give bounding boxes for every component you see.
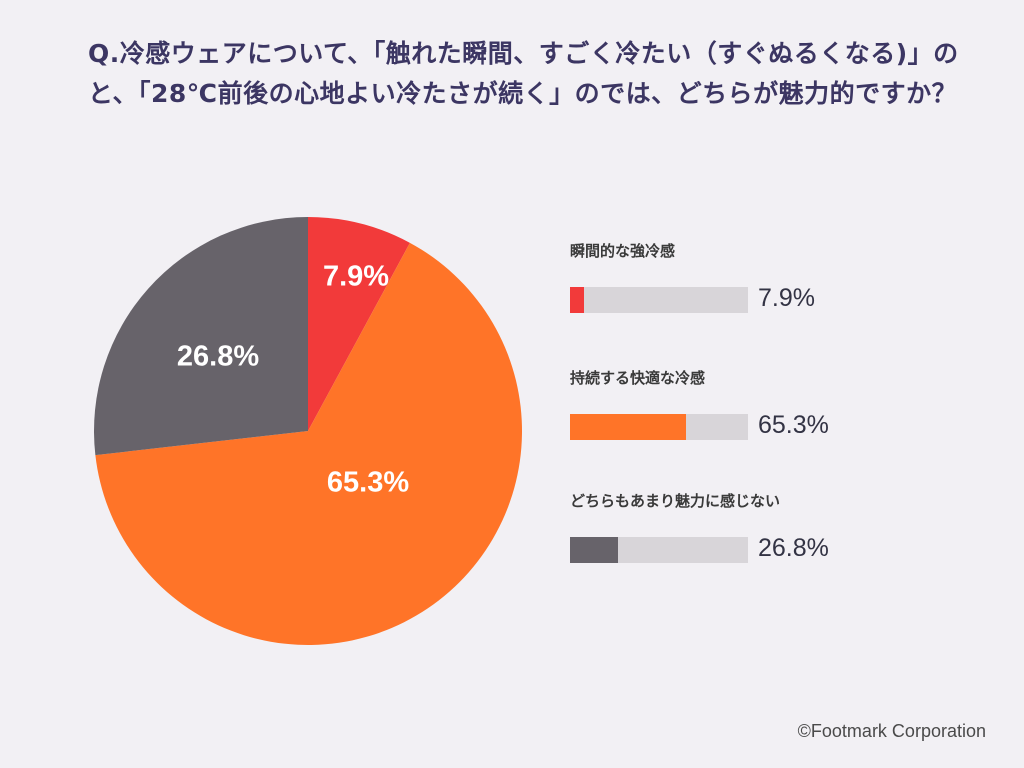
legend-bar-fill: [570, 287, 585, 313]
legend-item-sustained-cool: 持続する快適な冷感 65.3%: [570, 367, 870, 477]
legend-item-neither: どちらもあまり魅力に感じない 26.8%: [570, 490, 870, 600]
legend-value: 7.9%: [758, 284, 815, 312]
legend-label: 瞬間的な強冷感: [570, 242, 676, 260]
legend-bar-fill: [570, 414, 687, 440]
legend-bar-track: [570, 414, 748, 440]
slice-data-label: 7.9%: [323, 261, 389, 293]
pie-slice: [308, 217, 410, 431]
legend-value: 26.8%: [758, 534, 829, 562]
legend-bar-track: [570, 287, 748, 313]
legend-value: 65.3%: [758, 411, 829, 439]
legend-label: どちらもあまり魅力に感じない: [570, 492, 781, 510]
legend-item-instant-cool: 瞬間的な強冷感 7.9%: [570, 240, 870, 350]
legend-bar-fill: [570, 537, 618, 563]
slice-data-label: 26.8%: [177, 341, 259, 373]
slice-data-label: 65.3%: [327, 467, 409, 499]
legend-label: 持続する快適な冷感: [570, 369, 706, 387]
chart-title: Q.冷感ウェアについて、「触れた瞬間、すごく冷たい（すぐぬるくなる)」のと、「2…: [88, 39, 959, 108]
pie-slice: [95, 242, 522, 646]
pie-slice: [94, 217, 309, 456]
legend-bar-track: [570, 537, 748, 563]
copyright-footer: ©Footmark Corporation: [797, 721, 986, 741]
